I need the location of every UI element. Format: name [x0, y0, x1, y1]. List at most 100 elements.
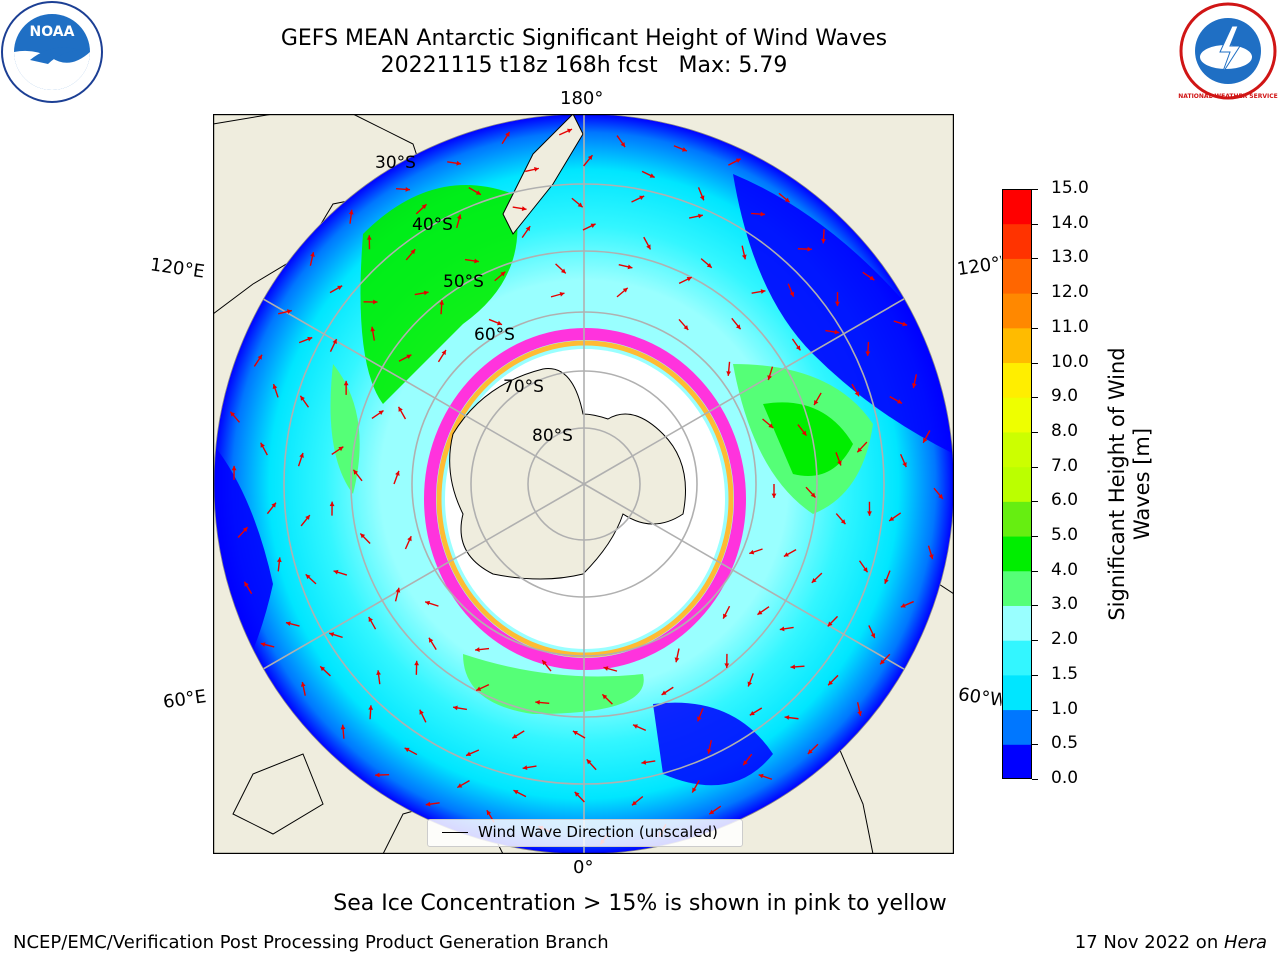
nws-logo: NATIONAL WEATHER SERVICE — [1176, 2, 1280, 100]
colorbar-tick-label: 8.0 — [1051, 420, 1079, 441]
wind-wave-arrowhead — [375, 772, 380, 778]
colorbar-tick-mark — [1032, 674, 1038, 676]
colorbar-segment — [1002, 605, 1032, 641]
wind-wave-arrowhead — [305, 574, 311, 580]
wind-wave-arrowhead — [735, 324, 741, 330]
wind-wave-arrowhead — [870, 633, 876, 639]
wind-wave-arrowhead — [790, 664, 796, 670]
wind-wave-arrowhead — [649, 173, 655, 178]
wind-wave-arrowhead — [639, 195, 645, 201]
wind-wave-arrowhead — [747, 681, 753, 687]
colorbar-tick-label: 11.0 — [1051, 316, 1089, 337]
wind-wave-arrowhead — [407, 536, 412, 542]
wind-wave-arrowhead — [865, 351, 871, 356]
wind-wave-arrowhead — [889, 516, 895, 521]
legend-label: Wind Wave Direction (unscaled) — [478, 823, 718, 841]
wind-wave-arrowhead — [376, 670, 381, 675]
wind-wave-arrowhead — [631, 800, 637, 806]
wind-wave-arrowhead — [456, 214, 462, 220]
colorbar — [1002, 189, 1032, 780]
footer-date: 17 Nov 2022 on Hera — [1075, 932, 1267, 953]
wind-wave-arrowhead — [837, 460, 842, 466]
wind-wave-arrowhead — [706, 749, 712, 754]
wind-wave-arrowhead — [373, 299, 378, 305]
colorbar-tick-mark — [1032, 258, 1038, 260]
colorbar-tick-mark — [1032, 327, 1038, 329]
wind-wave-arrowhead — [784, 197, 790, 203]
colorbar-tick-label: 15.0 — [1051, 178, 1089, 198]
wind-wave-arrowhead — [814, 400, 819, 406]
wind-wave-arrowhead — [587, 155, 593, 161]
wind-wave-arrowhead — [486, 810, 492, 816]
wind-wave-arrowhead — [497, 320, 503, 326]
lon-label-120w: 120°W — [955, 252, 1004, 281]
wind-wave-arrowhead — [768, 423, 774, 428]
footer-credit: NCEP/EMC/Verification Post Processing Pr… — [13, 932, 609, 953]
wind-wave-arrowhead — [329, 632, 335, 637]
colorbar-segment — [1002, 640, 1032, 676]
wind-wave-arrowhead — [370, 326, 376, 332]
wind-wave-arrowhead — [285, 621, 291, 626]
colorbar-tick-mark — [1032, 605, 1038, 607]
wind-wave-arrowhead — [897, 399, 903, 404]
wind-wave-arrowhead — [760, 289, 766, 294]
colorbar-segment — [1002, 327, 1032, 364]
madagascar-landmass — [232, 753, 324, 835]
wind-wave-arrowhead — [360, 533, 366, 539]
lon-label-180: 180° — [560, 88, 604, 109]
colorbar-segment — [1002, 258, 1032, 294]
wind-wave-arrowhead — [681, 147, 687, 152]
wind-wave-arrowhead — [521, 206, 527, 211]
wind-wave-arrowhead — [307, 336, 313, 342]
colorbar-tick-label: 9.0 — [1051, 386, 1079, 407]
wind-wave-arrowhead — [810, 492, 816, 498]
wind-wave-arrowhead — [476, 686, 482, 691]
wind-wave-arrowhead — [231, 465, 237, 471]
wind-wave-arrowhead — [795, 345, 801, 351]
wind-wave-arrowhead — [305, 515, 310, 520]
wind-wave-arrowhead — [378, 410, 384, 415]
colorbar-tick-mark — [1032, 536, 1038, 538]
lat-label-60s: 60°S — [474, 325, 515, 345]
wind-wave-arrowhead — [699, 195, 705, 201]
polar-map: 30°S 40°S 50°S 60°S 70°S 80°S — [213, 114, 954, 854]
wind-wave-arrowhead — [457, 783, 463, 788]
wind-wave-arrowhead — [475, 647, 480, 652]
wind-wave-arrowhead — [674, 657, 680, 663]
legend-line-swatch — [442, 832, 468, 833]
wind-wave-arrowhead — [500, 271, 506, 277]
wind-wave-arrowhead — [425, 600, 431, 606]
colorbar-segment — [1002, 362, 1032, 398]
wind-wave-arrowhead — [534, 167, 539, 172]
colorbar-tick-mark — [1032, 397, 1038, 399]
lon-label-0: 0° — [573, 857, 594, 878]
wind-wave-arrowhead — [456, 160, 462, 166]
wind-wave-arrowhead — [513, 790, 519, 795]
wind-wave-arrowhead — [902, 462, 907, 468]
colorbar-segment — [1002, 466, 1032, 502]
wind-wave-arrowhead — [574, 791, 580, 797]
colorbar-tick-label: 6.0 — [1051, 490, 1079, 511]
colorbar-segment — [1002, 536, 1032, 572]
sea-ice-edge — [424, 328, 746, 670]
wind-wave-arrowhead — [276, 557, 282, 563]
wind-wave-arrowhead — [244, 581, 249, 587]
high-wave-region — [763, 402, 853, 476]
colorbar-tick-label: 0.0 — [1051, 768, 1079, 788]
wind-wave-arrowhead — [425, 801, 431, 807]
lat-label-30s: 30°S — [375, 153, 416, 173]
map-legend: Wind Wave Direction (unscaled) — [427, 819, 743, 847]
wind-wave-arrowhead — [749, 549, 755, 555]
wind-wave-arrowhead — [453, 705, 458, 711]
wind-wave-arrowhead — [343, 380, 349, 386]
colorbar-tick-mark — [1032, 501, 1038, 503]
wind-wave-arrowhead — [286, 309, 292, 314]
wind-wave-arrowhead — [466, 751, 472, 757]
wind-wave-arrowhead — [867, 511, 872, 516]
colorbar-tick-label: 2.0 — [1051, 629, 1079, 650]
wind-wave-arrowhead — [743, 760, 748, 766]
wind-wave-arrowhead — [505, 131, 510, 137]
wind-wave-arrowhead — [807, 749, 813, 754]
wind-wave-arrowhead — [811, 578, 817, 583]
wind-wave-arrowhead — [475, 190, 481, 195]
